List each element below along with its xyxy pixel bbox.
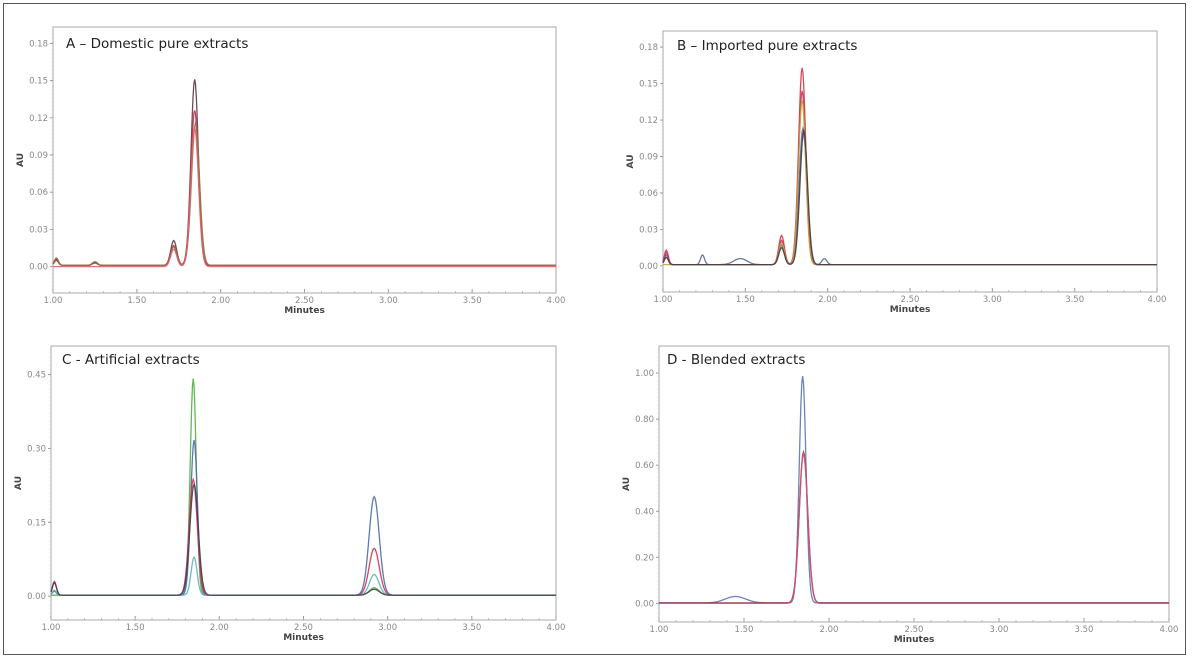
chart-d: 0.00 0.20 0.40 0.60 0.80 1.00 1.00 1.50 2.00 2.50…: [622, 345, 1179, 645]
y-tick-label: 0.03: [29, 225, 48, 235]
x-tick-label: 3.00: [990, 625, 1009, 635]
y-tick-label: 0.45: [27, 371, 46, 381]
x-tick-label: 1.50: [735, 625, 754, 635]
x-tick-label: 3.00: [379, 296, 398, 306]
y-tick-label: 0.15: [29, 77, 48, 87]
y-tick-label: 0.09: [29, 151, 48, 161]
series-group: [52, 79, 556, 268]
y-axis-label: AU: [626, 155, 636, 169]
chart-b: 0.00 0.03 0.06 0.09 0.12 0.15 0.18 1.00 1.50 2.00…: [626, 30, 1167, 315]
x-tick-label: 2.00: [210, 623, 229, 633]
x-tick-label: 1.00: [654, 295, 673, 305]
x-tick-label: 1.00: [42, 623, 61, 633]
x-tick-label: 3.00: [378, 623, 397, 633]
chromatogram-trace: [659, 451, 1169, 605]
x-tick-label: 4.00: [547, 296, 566, 306]
x-tick-label: 1.00: [650, 625, 669, 635]
panel-b-title: B – Imported pure extracts: [677, 38, 858, 54]
x-tick-label: 4.00: [547, 623, 566, 633]
panel-a-title: A – Domestic pure extracts: [66, 36, 249, 52]
x-tick-label: 3.50: [463, 296, 482, 306]
y-tick-label: 0.40: [635, 507, 654, 517]
series-group: [659, 375, 1169, 605]
plot-area: [658, 345, 1170, 623]
x-axis-label: Minutes: [890, 305, 931, 315]
x-tick-label: 1.50: [736, 295, 755, 305]
x-tick-label: 1.50: [127, 296, 146, 306]
panel-c-title: C - Artificial extracts: [62, 352, 200, 368]
y-tick-label: 0.06: [639, 189, 658, 199]
x-tick-label: 4.00: [1148, 295, 1167, 305]
chromatogram-trace: [50, 482, 556, 596]
x-axis-label: Minutes: [283, 633, 324, 643]
panel-a: 0.00 0.03 0.06 0.09 0.12 0.15 0.18 1.00 1.50 2.00…: [0, 0, 597, 330]
chromatogram-trace: [662, 128, 1157, 266]
x-axis-label: Minutes: [894, 635, 935, 645]
y-tick-label: 0.00: [29, 263, 48, 273]
series-group: [50, 378, 556, 596]
panel-d: 0.00 0.20 0.40 0.60 0.80 1.00 1.00 1.50 2.00 2.50…: [597, 330, 1194, 660]
y-axis-label: AU: [16, 153, 26, 167]
y-tick-label: 0.12: [639, 116, 658, 126]
x-tick-label: 3.50: [462, 623, 481, 633]
chromatogram-trace: [53, 125, 556, 268]
x-tick-label: 1.50: [126, 623, 145, 633]
plot-area: [50, 345, 557, 621]
series-group: [662, 67, 1157, 266]
x-tick-label: 2.00: [820, 625, 839, 635]
y-axis-label: AU: [622, 477, 632, 491]
panel-c: 0.00 0.15 0.30 0.45 1.00 1.50 2.00 2.50 3.00 3.50…: [0, 330, 597, 660]
figure-frame: [3, 3, 1186, 655]
plot-area: [662, 30, 1158, 293]
x-tick-label: 3.00: [983, 295, 1002, 305]
y-tick-label: 0.06: [29, 188, 48, 198]
y-tick-label: 0.00: [27, 592, 46, 602]
y-tick-label: 0.30: [27, 444, 46, 454]
y-tick-label: 0.00: [639, 262, 658, 272]
chart-a: 0.00 0.03 0.06 0.09 0.12 0.15 0.18 1.00 1.50 2.00…: [16, 26, 566, 316]
panel-b: 0.00 0.03 0.06 0.09 0.12 0.15 0.18 1.00 1.50 2.00…: [597, 0, 1194, 330]
chart-c: 0.00 0.15 0.30 0.45 1.00 1.50 2.00 2.50 3.00 3.50…: [14, 345, 566, 643]
y-tick-label: 0.80: [635, 415, 654, 425]
x-tick-label: 4.00: [1160, 625, 1179, 635]
x-tick-label: 1.00: [44, 296, 63, 306]
plot-area: [52, 26, 557, 294]
y-axis-label: AU: [14, 476, 24, 490]
y-tick-label: 0.12: [29, 114, 48, 124]
x-tick-label: 2.50: [294, 623, 313, 633]
x-tick-label: 3.50: [1075, 625, 1094, 635]
x-tick-label: 2.50: [295, 296, 314, 306]
x-tick-label: 2.50: [901, 295, 920, 305]
y-tick-label: 0.15: [27, 518, 46, 528]
y-tick-label: 0.00: [635, 599, 654, 609]
x-tick-label: 3.50: [1065, 295, 1084, 305]
y-tick-label: 0.09: [639, 153, 658, 163]
x-tick-label: 2.00: [818, 295, 837, 305]
y-tick-label: 0.03: [639, 225, 658, 235]
y-tick-label: 0.18: [639, 43, 658, 53]
x-axis-label: Minutes: [284, 306, 325, 316]
x-tick-label: 2.00: [211, 296, 230, 306]
panel-d-title: D - Blended extracts: [667, 352, 806, 368]
chromatogram-trace: [52, 120, 556, 267]
y-tick-label: 0.15: [639, 80, 658, 90]
y-tick-label: 0.60: [635, 461, 654, 471]
y-tick-label: 1.00: [635, 369, 654, 379]
x-tick-label: 2.50: [905, 625, 924, 635]
y-tick-label: 0.20: [635, 553, 654, 563]
y-tick-label: 0.18: [29, 39, 48, 49]
